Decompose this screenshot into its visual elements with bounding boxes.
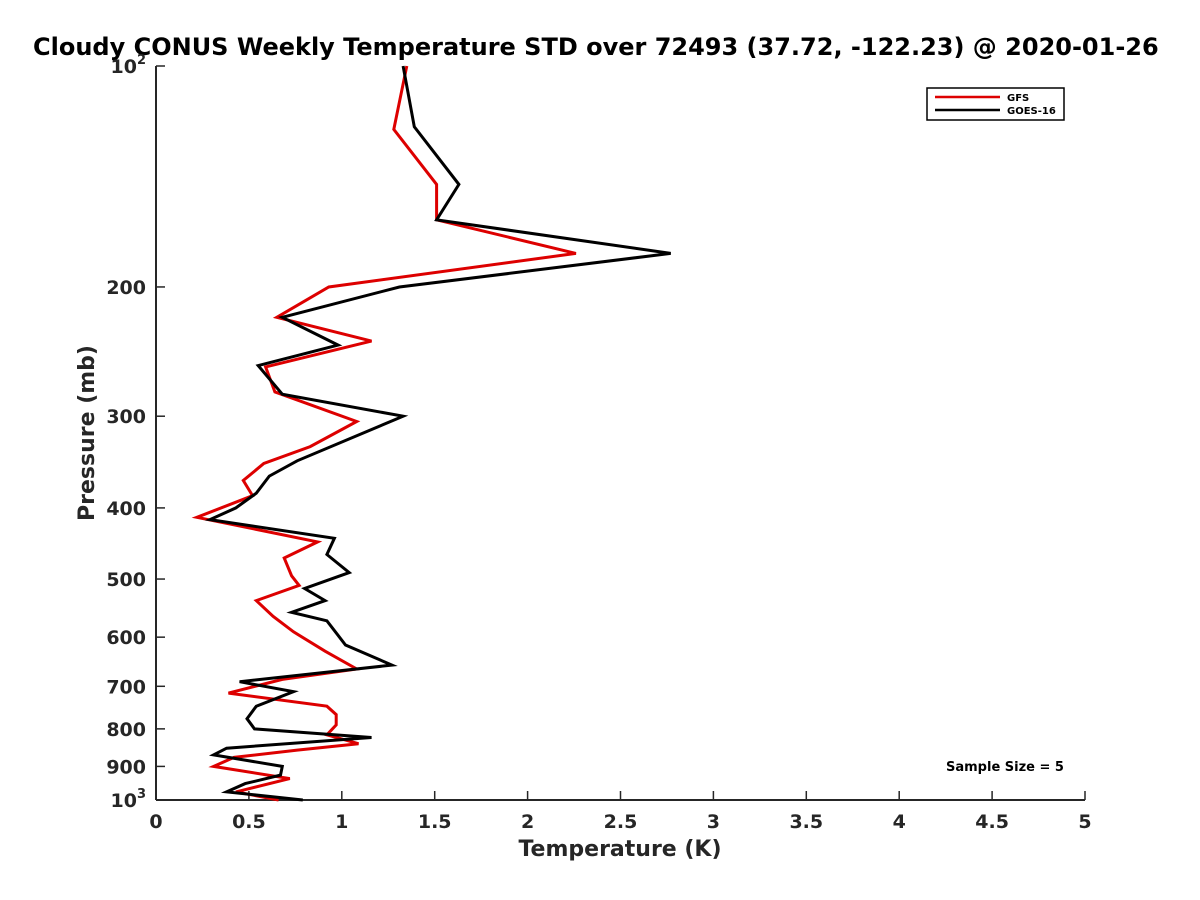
- x-tick-label: 3: [707, 811, 720, 833]
- y-tick-label: 700: [106, 676, 146, 698]
- y-tick-label-exponent: 3: [137, 787, 146, 802]
- y-tick-label-base: 10: [111, 56, 137, 78]
- y-tick-label: 900: [106, 756, 146, 778]
- legend-box: [926, 87, 1065, 121]
- x-tick-label: 1: [335, 811, 348, 833]
- sample-size-annotation: Sample Size = 5: [946, 760, 1064, 775]
- chart-title: Cloudy CONUS Weekly Temperature STD over…: [33, 33, 1159, 61]
- y-tick-label: 800: [106, 719, 146, 741]
- y-tick-label: 500: [106, 569, 146, 591]
- y-tick-label-exponent: 2: [137, 53, 146, 68]
- x-tick-label: 5: [1078, 811, 1091, 833]
- series-line-goes16: [204, 65, 671, 802]
- x-ticks: 0 0.5 1 1.5 2 2.5 3 3.5 4 4.5 5: [149, 791, 1092, 833]
- x-axis-label: Temperature (K): [518, 837, 721, 862]
- y-tick-label: 103: [111, 787, 147, 812]
- legend-label-goes16: GOES-16: [1007, 106, 1056, 117]
- x-tick-label: 4: [893, 811, 906, 833]
- y-tick-label-base: 10: [111, 790, 137, 812]
- x-tick-label: 4.5: [975, 811, 1009, 833]
- series-line-gfs: [191, 65, 577, 802]
- y-tick-label: 400: [106, 498, 146, 520]
- y-axis-label: Pressure (mb): [75, 345, 100, 521]
- x-tick-label: 1.5: [418, 811, 452, 833]
- y-tick-label: 300: [106, 406, 146, 428]
- y-tick-label: 600: [106, 627, 146, 649]
- x-tick-label: 3.5: [789, 811, 823, 833]
- x-tick-label: 2: [521, 811, 534, 833]
- x-tick-label: 0.5: [232, 811, 266, 833]
- x-tick-label: 2.5: [604, 811, 638, 833]
- legend-label-gfs: GFS: [1007, 93, 1029, 104]
- series-lines: [191, 65, 671, 802]
- y-tick-label: 200: [106, 277, 146, 299]
- legend: GFS GOES-16: [926, 87, 1065, 121]
- x-tick-label: 0: [149, 811, 162, 833]
- y-tick-label: 102: [111, 53, 147, 78]
